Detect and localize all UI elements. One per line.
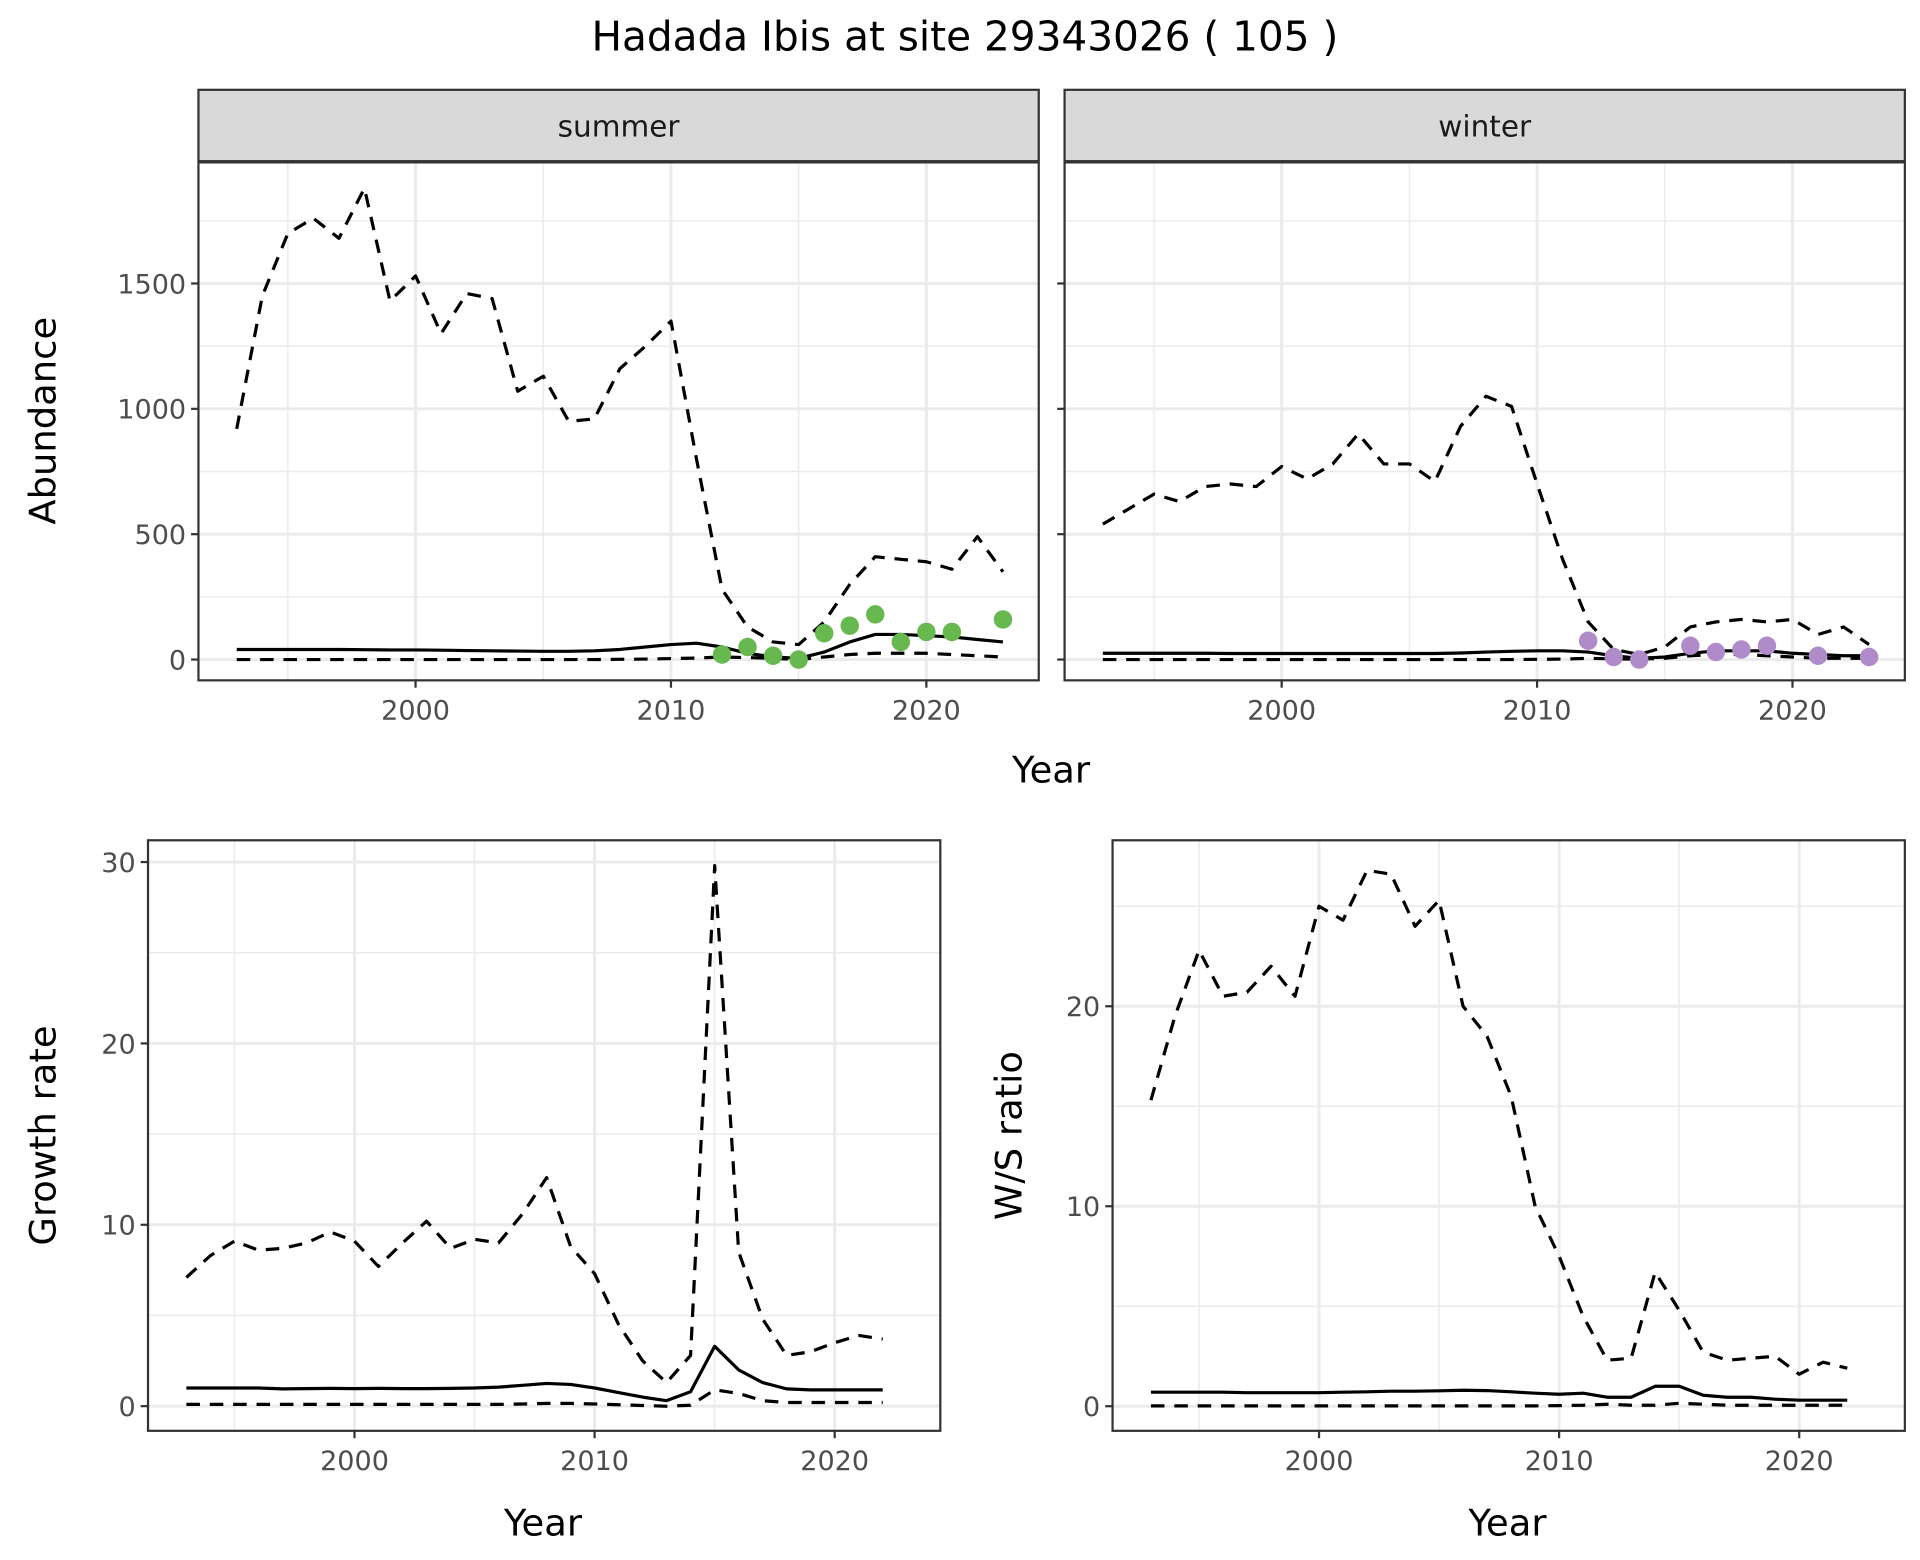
panel-winter: winter 2000 2010 2020 (1057, 88, 1906, 727)
x-tick-label: 2010 (1525, 1446, 1594, 1477)
panel-border (1111, 839, 1906, 1432)
series-line-mean (1150, 1384, 1848, 1402)
y-tick-label: 0 (118, 1392, 135, 1423)
data-point (789, 650, 808, 669)
chart-title: Hadada Ibis at site 29343026 ( 105 ) (592, 12, 1339, 60)
y-tick-label: 500 (135, 520, 187, 551)
y-tick-label: 1000 (117, 395, 186, 426)
data-point (1681, 636, 1700, 655)
data-point (814, 623, 834, 643)
y-axis-title: Growth rate (22, 1025, 65, 1245)
series-line-upper (1149, 868, 1848, 1376)
x-tick-label: 2020 (892, 696, 961, 727)
data-point (942, 622, 962, 642)
data-point (1630, 650, 1649, 669)
y-tick-label: 10 (101, 1211, 135, 1242)
series-group (185, 864, 883, 1408)
data-point (1604, 647, 1623, 667)
data-point (917, 622, 936, 642)
series-group (235, 186, 1013, 669)
x-tick-label: 2010 (637, 696, 706, 727)
x-tick-label: 2020 (1765, 1446, 1834, 1477)
data-point (866, 605, 885, 624)
x-tick-label: 2020 (800, 1446, 869, 1477)
x-tick-label: 2010 (1503, 696, 1572, 727)
data-point (1757, 636, 1777, 655)
data-point (738, 637, 757, 657)
panel-summer: summer 2000 2010 2020 0 500 1000 1500 Abundance (22, 88, 1040, 727)
data-point (712, 645, 732, 664)
data-point (1578, 631, 1598, 650)
y-tick-label: 30 (101, 848, 135, 879)
series-line-upper (185, 864, 883, 1385)
y-tick-label: 0 (1083, 1392, 1100, 1423)
facet-strip (197, 88, 1040, 163)
y-tick-label: 20 (101, 1029, 135, 1060)
y-tick-label: 10 (1066, 1192, 1100, 1223)
data-point (1859, 647, 1879, 667)
data-point (840, 616, 859, 635)
data-point (763, 646, 783, 666)
x-axis-title: Year (503, 1501, 583, 1544)
x-tick-label: 2020 (1758, 696, 1827, 727)
series-line-upper (235, 186, 1005, 647)
data-point (1706, 642, 1726, 662)
y-axis-title: Abundance (22, 317, 65, 525)
x-axis-title: Year (1467, 1501, 1547, 1544)
data-point (1808, 646, 1828, 666)
data-point (993, 610, 1013, 629)
series-line-lower (186, 1388, 883, 1408)
x-tick-label: 2000 (1285, 1446, 1354, 1477)
facet-strip-label: winter (1438, 110, 1532, 144)
data-point (891, 632, 911, 652)
x-tick-label: 2000 (320, 1446, 389, 1477)
y-tick-label: 1500 (117, 269, 186, 300)
x-tick-label: 2000 (1247, 696, 1316, 727)
series-line-lower (236, 651, 1004, 662)
series-line-upper (1102, 394, 1870, 657)
x-tick-label: 2010 (560, 1446, 629, 1477)
series-line-mean (186, 1344, 883, 1403)
y-tick-label: 0 (169, 645, 186, 676)
series-group (1149, 868, 1848, 1408)
series-line-mean (236, 632, 1004, 660)
y-axis-title: W/S ratio (988, 1051, 1031, 1220)
panel-ratio: 2000 2010 2020 0 10 20 Year W/S ratio (988, 839, 1906, 1544)
panel-growth: 2000 2010 2020 0 10 20 30 Year Growth rate (22, 839, 942, 1544)
series-group (1102, 394, 1879, 669)
x-tick-label: 2000 (381, 696, 450, 727)
panel-border (146, 839, 942, 1432)
y-tick-label: 20 (1066, 992, 1100, 1023)
panel-border (197, 161, 1040, 682)
data-point (1732, 640, 1751, 659)
shared-x-axis-title: Year (1011, 748, 1091, 791)
panel-border (1063, 161, 1906, 682)
facet-strip-label: summer (558, 110, 681, 144)
facet-strip (1063, 88, 1906, 163)
